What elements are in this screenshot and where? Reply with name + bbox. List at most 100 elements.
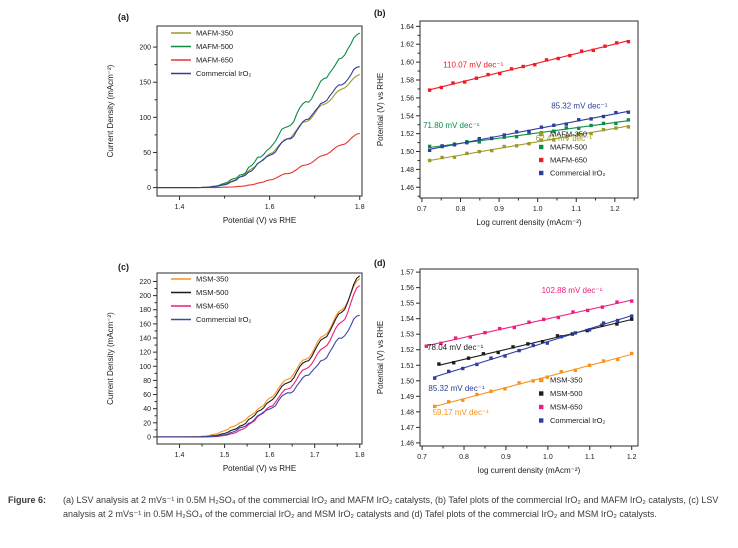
svg-text:MAFM-650: MAFM-650 [550,156,587,165]
svg-text:150: 150 [139,80,151,87]
lsv-chart-msm: 1.4 1.5 1.6 1.7 1.8 0 20 40 60 80 100 120 140 160 180 2… [100,258,368,490]
svg-text:85.32 mV dec⁻¹: 85.32 mV dec⁻¹ [428,384,485,393]
svg-text:Commercial IrO₂: Commercial IrO₂ [550,169,606,178]
svg-text:1.58: 1.58 [400,78,414,85]
svg-text:MSM-500: MSM-500 [196,288,229,297]
svg-text:1.52: 1.52 [400,131,414,138]
svg-text:0.8: 0.8 [456,206,466,213]
panel-b-label: (b) [374,8,386,18]
svg-text:Current Density (mAcm⁻²): Current Density (mAcm⁻²) [106,312,115,405]
svg-text:71.80 mV dec⁻¹: 71.80 mV dec⁻¹ [423,121,480,130]
svg-text:1.52: 1.52 [400,347,414,354]
figure-caption-label: Figure 6: [8,495,47,505]
svg-text:1.56: 1.56 [400,285,414,292]
panel-a-label: (a) [118,12,129,22]
svg-text:160: 160 [139,321,151,328]
svg-text:1.1: 1.1 [585,454,595,461]
svg-text:50: 50 [143,150,151,157]
svg-text:1.49: 1.49 [400,394,414,401]
svg-text:200: 200 [139,45,151,52]
svg-text:1.56: 1.56 [400,95,414,102]
svg-text:1.53: 1.53 [400,332,414,339]
svg-text:Log current density (mAcm⁻²): Log current density (mAcm⁻²) [476,218,581,227]
svg-text:MAFM-350: MAFM-350 [550,130,587,139]
svg-text:1.1: 1.1 [571,206,581,213]
svg-text:100: 100 [139,115,151,122]
svg-text:1.6: 1.6 [265,204,275,211]
svg-text:1.50: 1.50 [400,378,414,385]
svg-text:1.46: 1.46 [400,440,414,447]
svg-text:59.17 mV dec⁻¹: 59.17 mV dec⁻¹ [433,408,490,417]
svg-text:1.62: 1.62 [400,42,414,49]
figure-caption-text: (a) LSV analysis at 2 mVs⁻¹ in 0.5M H₂SO… [63,495,719,519]
panel-d: (d) 0.7 0.8 0.9 1.0 1.1 1.2 1.46 1.47 1.48 1.49 1.… [374,255,650,490]
svg-text:MSM-650: MSM-650 [196,302,229,311]
svg-text:100: 100 [139,364,151,371]
svg-text:0.9: 0.9 [494,206,504,213]
svg-text:1.8: 1.8 [355,204,365,211]
svg-text:1.8: 1.8 [355,452,365,459]
svg-text:1.55: 1.55 [400,301,414,308]
panel-d-label: (d) [374,258,386,268]
svg-text:Potential (V) vs RHE: Potential (V) vs RHE [376,73,385,146]
tafel-chart-mafm: 0.7 0.8 0.9 1.0 1.1 1.2 1.46 1.48 1.50 1.52 1.54 1.… [374,5,650,238]
svg-text:20: 20 [143,420,151,427]
svg-text:40: 40 [143,406,151,413]
svg-text:Commercial IrO₂: Commercial IrO₂ [550,416,606,425]
svg-text:1.47: 1.47 [400,425,414,432]
svg-text:0: 0 [147,434,151,441]
svg-text:1.54: 1.54 [400,113,414,120]
svg-text:1.0: 1.0 [543,454,553,461]
svg-text:MAFM-350: MAFM-350 [196,29,233,38]
svg-text:MAFM-500: MAFM-500 [196,42,233,51]
svg-text:1.4: 1.4 [175,452,185,459]
svg-text:0: 0 [147,185,151,192]
svg-text:1.48: 1.48 [400,409,414,416]
svg-text:1.4: 1.4 [175,204,185,211]
svg-text:1.60: 1.60 [400,60,414,67]
svg-text:1.46: 1.46 [400,185,414,192]
svg-text:1.2: 1.2 [610,206,620,213]
svg-text:0.7: 0.7 [417,206,427,213]
svg-text:180: 180 [139,307,151,314]
svg-text:Current Density (mAcm⁻²): Current Density (mAcm⁻²) [106,64,115,157]
svg-text:Potential (V) vs RHE: Potential (V) vs RHE [376,321,385,394]
svg-text:200: 200 [139,293,151,300]
tafel-chart-msm: 0.7 0.8 0.9 1.0 1.1 1.2 1.46 1.47 1.48 1.49 1.50 1.… [374,255,650,490]
svg-text:120: 120 [139,350,151,357]
svg-text:1.51: 1.51 [400,363,414,370]
svg-text:1.6: 1.6 [265,452,275,459]
svg-text:220: 220 [139,279,151,286]
svg-text:62.41 mV dec⁻¹: 62.41 mV dec⁻¹ [536,134,593,143]
svg-text:1.48: 1.48 [400,167,414,174]
svg-text:80: 80 [143,378,151,385]
lsv-chart-mafm: 1.4 1.6 1.8 0 50 100 150 200 Potential (V) vs RH… [100,8,368,238]
svg-text:1.7: 1.7 [310,452,320,459]
svg-text:60: 60 [143,392,151,399]
svg-text:Commercial IrO₂: Commercial IrO₂ [196,315,252,324]
svg-text:102.88 mV dec⁻¹: 102.88 mV dec⁻¹ [542,286,603,295]
svg-text:MAFM-650: MAFM-650 [196,56,233,65]
panel-a: (a) 1.4 1.6 1.8 0 50 100 150 200 Potential (V) v… [100,8,368,238]
svg-text:140: 140 [139,336,151,343]
svg-text:0.8: 0.8 [459,454,469,461]
svg-text:1.5: 1.5 [220,452,230,459]
svg-text:MSM-500: MSM-500 [550,389,583,398]
svg-text:MSM-350: MSM-350 [550,376,583,385]
svg-text:1.57: 1.57 [400,270,414,277]
svg-text:1.50: 1.50 [400,149,414,156]
svg-text:1.54: 1.54 [400,316,414,323]
svg-text:110.07 mV dec⁻¹: 110.07 mV dec⁻¹ [443,61,503,70]
svg-text:1.64: 1.64 [400,24,414,31]
svg-text:1.2: 1.2 [627,454,637,461]
svg-text:0.9: 0.9 [501,454,511,461]
svg-text:log current density (mAcm⁻²): log current density (mAcm⁻²) [478,466,581,475]
svg-text:1.0: 1.0 [533,206,543,213]
svg-text:MSM-350: MSM-350 [196,275,229,284]
panel-c-label: (c) [118,262,129,272]
svg-text:Commercial IrO₂: Commercial IrO₂ [196,69,252,78]
svg-text:85.32 mV dec⁻¹: 85.32 mV dec⁻¹ [551,102,608,111]
svg-text:78.04 mV dec⁻¹: 78.04 mV dec⁻¹ [427,343,484,352]
figure-caption: Figure 6: (a) LSV analysis at 2 mVs⁻¹ in… [8,494,732,522]
